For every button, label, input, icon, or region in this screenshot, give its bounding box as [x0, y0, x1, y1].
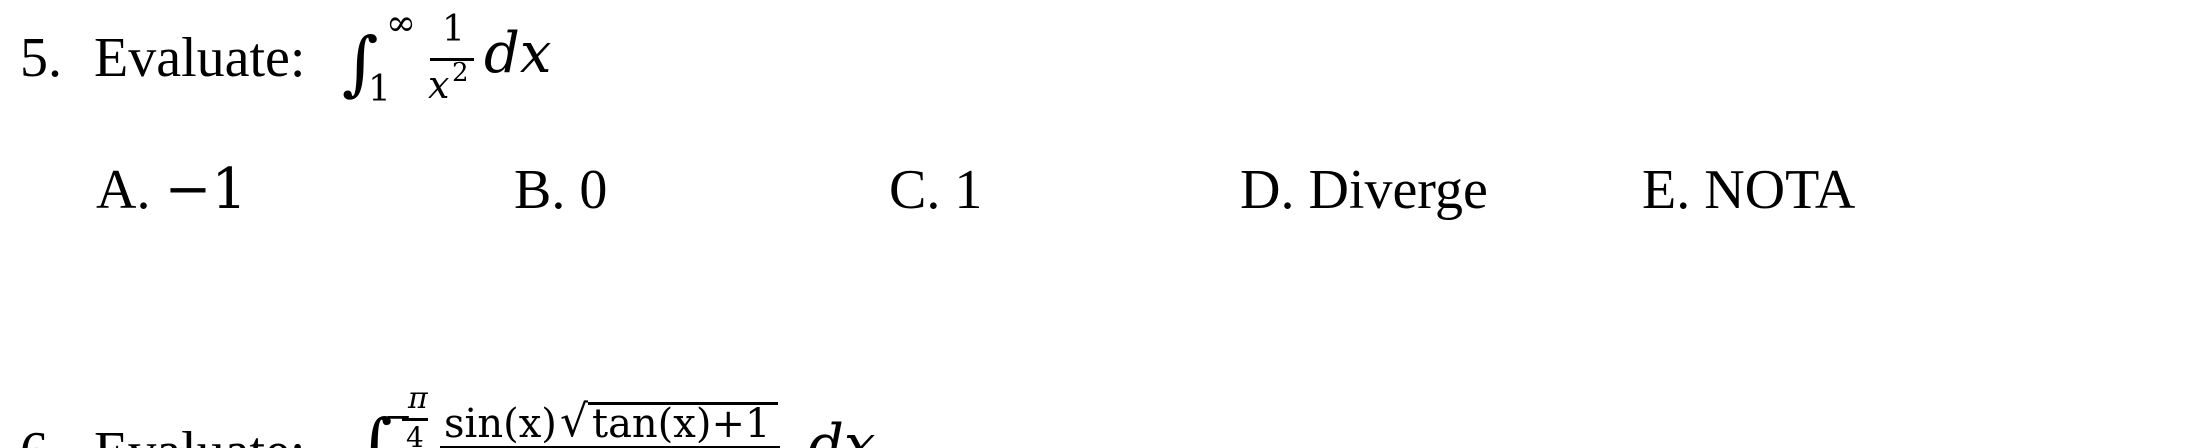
choice-letter: C.: [889, 159, 941, 221]
differential: dx: [484, 21, 552, 86]
choice-d: D. Diverge: [1240, 162, 1488, 218]
choice-value: 0: [579, 159, 608, 221]
upper-limit-fraction-bar: [402, 418, 428, 421]
sqrt-vinculum: [588, 402, 778, 405]
integrand-fraction-bar: [440, 446, 780, 448]
fraction-denominator-base: x: [428, 63, 450, 107]
upper-limit-numerator: π: [408, 381, 428, 416]
choice-letter: D.: [1240, 159, 1295, 221]
integral-sign: ∫: [342, 22, 379, 104]
lower-limit: 1: [368, 69, 391, 110]
integral-sign: ∫: [356, 404, 393, 448]
choice-value: Diverge: [1308, 159, 1488, 221]
differential: dx: [808, 413, 876, 448]
choice-b: B. 0: [514, 162, 607, 218]
integrand-sqrt-content: tan(x)+1: [592, 401, 771, 447]
fraction-denominator-exponent: 2: [452, 58, 469, 88]
fraction-bar: [430, 58, 474, 61]
upper-limit-denominator: 4: [406, 421, 424, 448]
choice-letter: A.: [96, 159, 151, 221]
sqrt-symbol: √: [560, 396, 589, 447]
choice-letter: E.: [1642, 159, 1691, 221]
question-number: 6.: [20, 424, 62, 448]
fraction-numerator: 1: [442, 9, 465, 50]
choice-value: NOTA: [1704, 159, 1856, 221]
question-number: 5.: [20, 27, 62, 89]
question-prompt: Evaluate:: [94, 27, 306, 89]
choice-c: C. 1: [889, 162, 982, 218]
choice-value: −1: [164, 157, 248, 222]
question-prompt: Evaluate:: [94, 424, 305, 448]
choice-letter: B.: [514, 159, 566, 221]
upper-limit-sign: −: [384, 397, 413, 437]
integrand-sin: sin(x): [444, 401, 557, 447]
choice-a: A. −1: [96, 159, 247, 221]
choice-value: 1: [954, 159, 983, 221]
choice-e: E. NOTA: [1642, 162, 1855, 218]
upper-limit: ∞: [386, 3, 416, 44]
